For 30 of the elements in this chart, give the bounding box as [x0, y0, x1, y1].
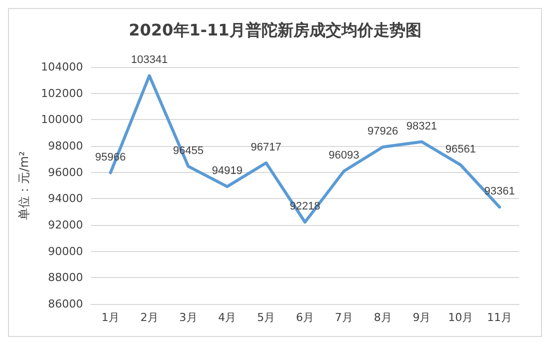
y-tick-label: 92000 [48, 218, 83, 232]
x-tick-label: 4月 [218, 311, 236, 324]
data-label: 94919 [212, 165, 242, 178]
x-tick-label: 8月 [374, 311, 392, 324]
x-tick-label: 6月 [296, 311, 314, 324]
x-tick-label: 7月 [334, 311, 353, 324]
y-tick-label: 98000 [48, 140, 83, 152]
y-tick-label: 96000 [48, 166, 83, 179]
data-label: 96717 [250, 141, 282, 154]
x-tick-label: 11月 [487, 311, 512, 324]
y-tick-label: 86000 [48, 298, 83, 310]
data-label: 103341 [131, 54, 168, 66]
y-tick-label: 102000 [41, 86, 83, 100]
y-tick-label: 104000 [41, 60, 83, 74]
y-axis-title: 单位：元/m² [17, 151, 32, 220]
x-tick-label: 2月 [140, 311, 158, 324]
x-tick-label: 5月 [257, 311, 276, 324]
data-label: 97926 [368, 125, 398, 138]
data-label: 96093 [328, 150, 360, 162]
y-tick-label: 100000 [41, 113, 83, 126]
y-tick-label: 94000 [48, 192, 83, 206]
data-label: 96561 [445, 143, 476, 156]
data-label: 98321 [406, 120, 438, 132]
x-tick-label: 3月 [179, 311, 198, 324]
x-tick-label: 1月 [101, 311, 120, 324]
y-tick-label: 90000 [48, 244, 83, 258]
chart-title: 2020年1-11月普陀新房成交均价走势图 [128, 20, 422, 40]
y-tick-label: 88000 [48, 271, 83, 284]
x-tick-label: 10月 [448, 311, 474, 324]
x-tick-label: 9月 [412, 311, 431, 324]
